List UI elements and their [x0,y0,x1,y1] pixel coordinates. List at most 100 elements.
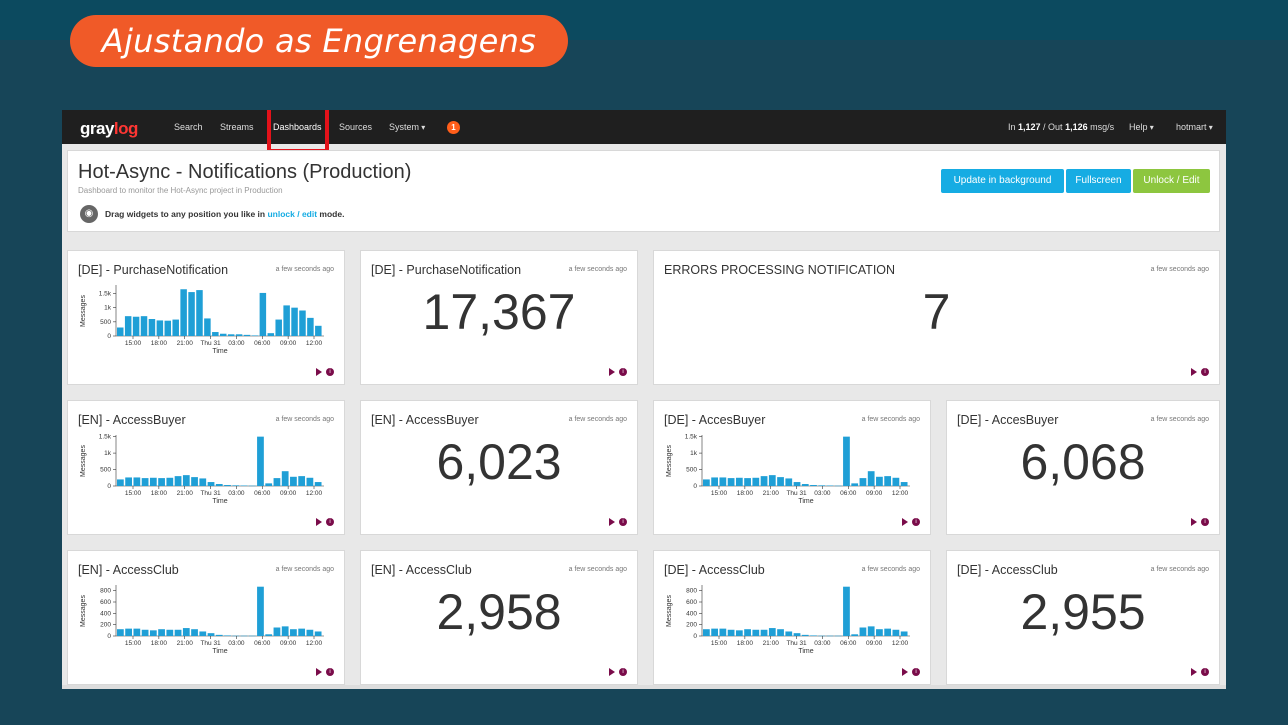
chart-bar[interactable] [818,485,826,486]
chart-bar[interactable] [306,629,314,636]
chart-bar[interactable] [232,485,240,486]
nav-help-dropdown[interactable]: Help [1129,122,1154,132]
chart-bar[interactable] [727,629,735,636]
notification-badge[interactable]: 1 [447,121,460,134]
chart-bar[interactable] [834,635,842,637]
chart-bar[interactable] [867,626,875,636]
chart-bar[interactable] [752,629,760,636]
replay-search-icon[interactable] [1191,517,1197,526]
chart-bar[interactable] [191,477,198,486]
chart-bar[interactable] [273,478,281,486]
chart-bar[interactable] [281,471,289,486]
info-icon[interactable]: i [1201,667,1209,676]
chart-bar[interactable] [191,629,198,636]
chart-bar[interactable] [180,289,187,336]
info-icon[interactable]: i [1201,367,1209,376]
chart-bar[interactable] [793,633,801,636]
chart-bar[interactable] [777,477,784,486]
chart-bar[interactable] [240,485,248,487]
info-icon[interactable]: i [326,667,334,676]
chart-bar[interactable] [199,631,207,636]
replay-search-icon[interactable] [902,667,908,676]
chart-bar[interactable] [876,476,883,486]
chart-bar[interactable] [125,477,132,486]
chart-bar[interactable] [275,319,282,336]
chart-bar[interactable] [117,479,124,486]
chart-bar[interactable] [133,628,141,636]
chart-bar[interactable] [826,485,834,487]
nav-dashboards[interactable]: Dashboards [273,122,322,132]
chart-bar[interactable] [290,476,297,486]
chart-bar[interactable] [199,478,207,486]
chart-bar[interactable] [125,628,132,636]
chart-bar[interactable] [232,635,240,637]
chart-bar[interactable] [182,628,190,636]
chart-bar[interactable] [174,629,182,636]
chart-bar[interactable] [314,482,322,486]
chart-bar[interactable] [735,477,743,486]
chart-bar[interactable] [744,629,751,636]
chart-bar[interactable] [132,316,140,336]
chart-bar[interactable] [174,476,182,486]
replay-search-icon[interactable] [609,667,615,676]
chart-bar[interactable] [306,477,314,486]
info-icon[interactable]: i [619,517,627,526]
chart-bar[interactable] [843,586,850,636]
chart-bar[interactable] [281,626,289,636]
nav-system-dropdown[interactable]: System [389,122,425,132]
chart-bar[interactable] [884,628,892,636]
chart-bar[interactable] [224,635,231,636]
chart-bar[interactable] [859,478,867,486]
chart-bar[interactable] [711,477,718,486]
chart-bar[interactable] [810,635,817,636]
chart-bar[interactable] [224,485,231,486]
replay-search-icon[interactable] [316,667,322,676]
chart-bar[interactable] [196,290,203,336]
nav-streams[interactable]: Streams [220,122,254,132]
unlock-edit-button[interactable]: Unlock / Edit [1133,169,1210,193]
chart-bar[interactable] [257,586,264,636]
chart-bar[interactable] [719,477,727,486]
replay-search-icon[interactable] [609,517,615,526]
chart-bar[interactable] [251,335,259,336]
chart-bar[interactable] [785,631,793,636]
chart-bar[interactable] [299,310,306,337]
chart-bar[interactable] [298,476,306,486]
chart-bar[interactable] [158,478,165,486]
chart-bar[interactable] [834,485,842,487]
chart-bar[interactable] [283,305,290,336]
chart-bar[interactable] [900,631,908,636]
chart-bar[interactable] [148,319,156,336]
graylog-logo[interactable]: graylog [80,119,138,139]
info-icon[interactable]: i [619,367,627,376]
nav-user-dropdown[interactable]: hotmart [1176,122,1213,132]
chart-bar[interactable] [215,634,223,636]
nav-search[interactable]: Search [174,122,203,132]
chart-bar[interactable] [243,334,251,336]
chart-bar[interactable] [204,318,211,336]
chart-bar[interactable] [267,333,275,336]
chart-bar[interactable] [801,484,809,486]
chart-bar[interactable] [117,327,124,337]
info-icon[interactable]: i [326,517,334,526]
chart-bar[interactable] [843,436,850,486]
chart-bar[interactable] [141,629,149,636]
chart-bar[interactable] [810,485,817,486]
chart-bar[interactable] [851,483,859,486]
chart-bar[interactable] [892,629,900,636]
chart-bar[interactable] [207,633,215,636]
chart-bar[interactable] [744,478,751,486]
chart-bar[interactable] [265,483,273,486]
chart-bar[interactable] [140,316,148,336]
chart-bar[interactable] [760,629,768,636]
chart-bar[interactable] [248,635,256,637]
chart-bar[interactable] [240,635,248,637]
chart-bar[interactable] [149,477,157,486]
replay-search-icon[interactable] [316,367,322,376]
chart-bar[interactable] [884,476,892,486]
chart-bar[interactable] [259,292,267,336]
chart-bar[interactable] [220,333,227,336]
chart-bar[interactable] [307,317,314,336]
chart-bar[interactable] [315,325,322,336]
chart-bar[interactable] [298,628,306,636]
